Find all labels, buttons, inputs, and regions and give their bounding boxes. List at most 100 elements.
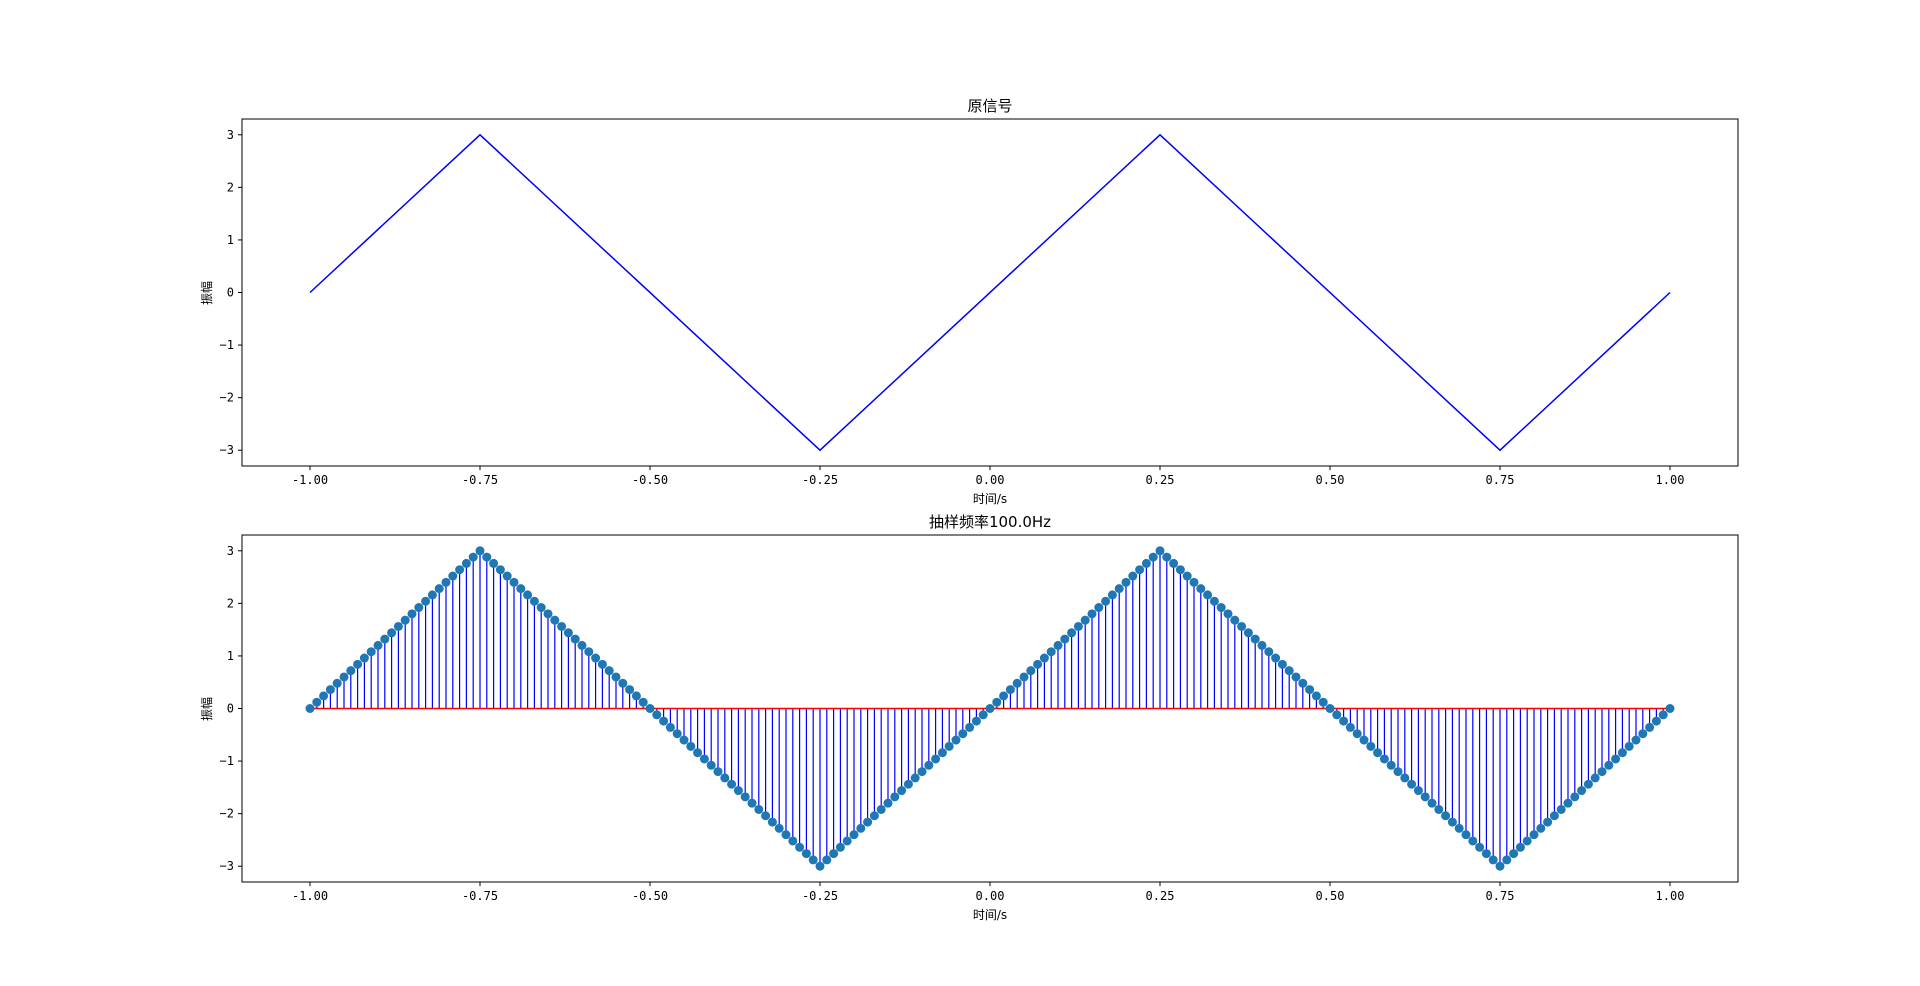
stem-marker: [380, 634, 390, 644]
stem-marker: [305, 704, 315, 713]
stem-marker: [455, 565, 465, 575]
stem-marker: [910, 773, 920, 783]
stem-marker: [1563, 798, 1573, 808]
y-tick-label: 3: [227, 544, 234, 558]
stem-marker: [767, 817, 777, 827]
stem-marker: [1556, 804, 1566, 814]
stem-marker: [625, 685, 635, 695]
stem-marker: [1441, 811, 1451, 821]
stem-marker: [672, 729, 682, 739]
y-tick-label: 1: [227, 233, 234, 247]
stem-marker: [999, 691, 1009, 701]
stem-marker: [992, 697, 1002, 707]
y-tick-label: 0: [227, 286, 234, 300]
stem-marker: [584, 647, 594, 657]
stem-marker: [1141, 558, 1151, 568]
stem-marker: [1216, 603, 1226, 613]
stem-marker: [1393, 767, 1403, 777]
stem-marker: [1264, 647, 1274, 657]
stem-marker: [876, 804, 886, 814]
stem-marker: [1577, 786, 1587, 796]
stem-marker: [638, 697, 648, 707]
stem-marker: [325, 685, 335, 695]
stem-marker: [1359, 735, 1369, 745]
stem-marker: [1175, 565, 1185, 575]
subplot-1-ylabel: 振幅: [199, 281, 214, 305]
stem-marker: [951, 735, 961, 745]
stem-marker: [924, 760, 934, 770]
y-tick-label: 2: [227, 180, 234, 194]
stem-marker: [1427, 798, 1437, 808]
stem-marker: [971, 716, 981, 726]
stem-marker: [563, 628, 573, 638]
stem-marker: [1536, 823, 1546, 833]
x-tick-label: 0.25: [1146, 889, 1175, 903]
stem-marker: [1325, 704, 1335, 713]
stem-marker: [829, 849, 839, 859]
stem-marker: [393, 621, 403, 631]
stem-marker: [659, 716, 669, 726]
stem-marker: [937, 748, 947, 758]
stem-marker: [557, 621, 567, 631]
x-tick-label: -0.50: [632, 473, 668, 487]
stem-marker: [1658, 710, 1668, 720]
subplot-2-title: 抽样频率100.0Hz: [929, 513, 1051, 531]
x-tick-label: 0.75: [1486, 889, 1515, 903]
stem-marker: [461, 558, 471, 568]
stem-marker: [863, 817, 873, 827]
stem-marker: [536, 603, 546, 613]
stem-marker: [665, 722, 675, 732]
stem-marker: [1135, 565, 1145, 575]
stem-marker: [1237, 621, 1247, 631]
stem-marker: [604, 666, 614, 676]
stem-marker: [747, 798, 757, 808]
stem-marker: [1468, 836, 1478, 846]
stem-marker: [509, 577, 519, 587]
stem-marker: [1611, 754, 1621, 764]
x-tick-label: 1.00: [1656, 473, 1685, 487]
stem-marker: [1543, 817, 1553, 827]
stem-marker: [1209, 596, 1219, 606]
stem-marker: [713, 767, 723, 777]
stem-marker: [414, 603, 424, 613]
stem-marker: [1665, 704, 1675, 713]
stem-marker: [1223, 609, 1233, 619]
stem-marker: [1624, 741, 1634, 751]
stem-marker: [359, 653, 369, 663]
stem-marker: [611, 672, 621, 682]
stem-marker: [1257, 640, 1267, 650]
stem-marker: [1243, 628, 1253, 638]
stem-marker: [842, 836, 852, 846]
stem-marker: [958, 729, 968, 739]
stem-marker: [1033, 659, 1043, 669]
stem-marker: [448, 571, 458, 581]
stem-marker: [1590, 773, 1600, 783]
stem-marker: [312, 697, 322, 707]
stem-marker: [1271, 653, 1281, 663]
stem-marker: [1352, 729, 1362, 739]
y-tick-label: −1: [220, 754, 234, 768]
stem-marker: [733, 786, 743, 796]
stem-marker: [679, 735, 689, 745]
stem-marker: [1434, 804, 1444, 814]
x-tick-label: 0.50: [1316, 473, 1345, 487]
subplot-2-ylabel: 振幅: [199, 697, 214, 721]
stem-marker: [421, 596, 431, 606]
stem-marker: [516, 584, 526, 594]
stem-marker: [1148, 552, 1158, 562]
stem-marker: [591, 653, 601, 663]
stem-marker: [1502, 855, 1512, 865]
stem-marker: [693, 748, 703, 758]
stem-marker: [1515, 842, 1525, 852]
stem-marker: [1475, 842, 1485, 852]
y-tick-label: 2: [227, 596, 234, 610]
stem-marker: [1073, 621, 1083, 631]
stem-marker: [1345, 722, 1355, 732]
x-tick-label: 0.50: [1316, 889, 1345, 903]
stem-marker: [1162, 552, 1172, 562]
stem-marker: [1067, 628, 1077, 638]
y-tick-label: −3: [220, 443, 234, 457]
stem-marker: [720, 773, 730, 783]
stem-marker: [400, 615, 410, 625]
stem-marker: [740, 792, 750, 802]
